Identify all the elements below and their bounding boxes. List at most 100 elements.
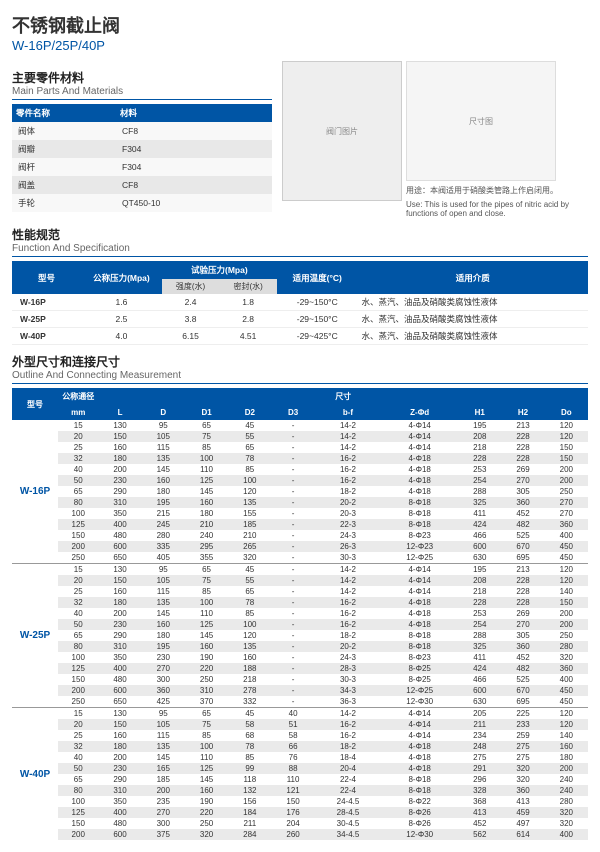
dim-cell: 450 xyxy=(545,685,588,696)
dim-cell: 310 xyxy=(98,785,141,796)
dim-cell: - xyxy=(271,696,314,708)
dim-cell: 411 xyxy=(458,508,501,519)
dim-cell: 270 xyxy=(142,807,185,818)
dim-cell: 100 xyxy=(228,619,271,630)
dim-col: Z-Φd xyxy=(381,405,458,420)
dim-cell: 45 xyxy=(228,420,271,431)
part-name: 阀体 xyxy=(12,122,116,140)
dim-cell: 80 xyxy=(58,641,98,652)
dim-cell: 85 xyxy=(228,464,271,475)
dim-cell: 156 xyxy=(228,796,271,807)
dim-cell: 240 xyxy=(545,785,588,796)
dim-cell: 452 xyxy=(501,652,544,663)
dim-cell: 350 xyxy=(98,508,141,519)
dim-cell: 630 xyxy=(458,552,501,564)
dim-cell: 65 xyxy=(185,420,228,431)
part-name: 阀盖 xyxy=(12,176,116,194)
dim-cell: 16-2 xyxy=(315,597,382,608)
dim-cell: 291 xyxy=(458,763,501,774)
dim-cell: 228 xyxy=(501,575,544,586)
dim-cell: 18-4 xyxy=(315,752,382,763)
dim-cell: 120 xyxy=(545,420,588,431)
dim-col: D1 xyxy=(185,405,228,420)
parts-col1: 零件名称 xyxy=(12,104,116,122)
dim-cell: 16-2 xyxy=(315,619,382,630)
dim-cell: 8-Φ18 xyxy=(381,774,458,785)
dim-cell: 14-2 xyxy=(315,420,382,431)
dim-cell: 160 xyxy=(185,497,228,508)
dim-cell: 269 xyxy=(501,464,544,475)
dim-cell: 228 xyxy=(501,586,544,597)
dim-cell: 16-2 xyxy=(315,730,382,741)
dim-cell: 135 xyxy=(228,497,271,508)
dim-cell: 200 xyxy=(545,608,588,619)
dim-cell: 600 xyxy=(98,541,141,552)
dim-cell: 30-4.5 xyxy=(315,818,382,829)
dim-cell: 145 xyxy=(185,486,228,497)
spec-md: 水、蒸汽、油品及硝酸类腐蚀性液体 xyxy=(358,328,588,345)
dim-cell: 200 xyxy=(58,685,98,696)
dim-cell: 452 xyxy=(501,508,544,519)
dim-cell: 58 xyxy=(228,719,271,730)
dim-cell: 185 xyxy=(142,774,185,785)
valve-diagram: 尺寸图 xyxy=(406,61,556,181)
dim-cell: 150 xyxy=(98,431,141,442)
spec-sub-strength: 强度(水) xyxy=(162,279,220,294)
dim-cell: 58 xyxy=(271,730,314,741)
dim-cell: 413 xyxy=(501,796,544,807)
dim-cell: 284 xyxy=(228,829,271,840)
dim-cell: 125 xyxy=(58,807,98,818)
dim-cell: 8-Φ18 xyxy=(381,519,458,530)
dim-col: Do xyxy=(545,405,588,420)
dim-cell: - xyxy=(271,575,314,586)
dim-cell: 200 xyxy=(545,619,588,630)
dim-cell: 110 xyxy=(185,752,228,763)
dim-cell: - xyxy=(271,685,314,696)
dim-cell: 4-Φ18 xyxy=(381,619,458,630)
dim-cell: 228 xyxy=(458,597,501,608)
dim-cell: 55 xyxy=(228,431,271,442)
dim-cell: 125 xyxy=(58,519,98,530)
dim-cell: - xyxy=(271,597,314,608)
dim-cell: 288 xyxy=(458,630,501,641)
dim-cell: 218 xyxy=(228,674,271,685)
dim-cell: 118 xyxy=(228,774,271,785)
dim-cell: 205 xyxy=(458,708,501,720)
dim-cell: 14-2 xyxy=(315,586,382,597)
dim-cell: 150 xyxy=(271,796,314,807)
dim-cell: 120 xyxy=(545,708,588,720)
dim-cell: - xyxy=(271,420,314,431)
dim-cell: 12-Φ25 xyxy=(381,685,458,696)
dim-cell: 218 xyxy=(458,586,501,597)
dim-cell: 20-3 xyxy=(315,508,382,519)
dim-cell: 600 xyxy=(458,541,501,552)
dim-cell: 370 xyxy=(185,696,228,708)
dim-cell: 350 xyxy=(98,796,141,807)
dim-cell: 240 xyxy=(545,774,588,785)
dim-h-model: 型号 xyxy=(12,388,58,420)
dim-cell: 275 xyxy=(501,741,544,752)
dim-cell: 325 xyxy=(458,497,501,508)
dim-cell: 270 xyxy=(545,497,588,508)
dim-cell: 145 xyxy=(185,774,228,785)
dim-cell: 310 xyxy=(98,497,141,508)
dim-cell: 150 xyxy=(98,575,141,586)
dim-cell: 4-Φ14 xyxy=(381,575,458,586)
dim-cell: 8-Φ18 xyxy=(381,497,458,508)
dim-cell: 200 xyxy=(58,829,98,840)
dim-cell: 45 xyxy=(228,708,271,720)
dim-cell: 120 xyxy=(545,719,588,730)
dim-cell: 20-2 xyxy=(315,641,382,652)
dim-cell: 525 xyxy=(501,674,544,685)
dim-cell: 320 xyxy=(501,774,544,785)
dim-cell: - xyxy=(271,652,314,663)
dim-cell: 650 xyxy=(98,696,141,708)
use-en: Use: This is used for the pipes of nitri… xyxy=(406,200,588,218)
dim-cell: 480 xyxy=(98,818,141,829)
dim-cell: 80 xyxy=(58,497,98,508)
dim-cell: 75 xyxy=(185,575,228,586)
dim-cell: 695 xyxy=(501,696,544,708)
dim-cell: 50 xyxy=(58,763,98,774)
dim-cell: 20 xyxy=(58,431,98,442)
dim-cell: 78 xyxy=(228,453,271,464)
